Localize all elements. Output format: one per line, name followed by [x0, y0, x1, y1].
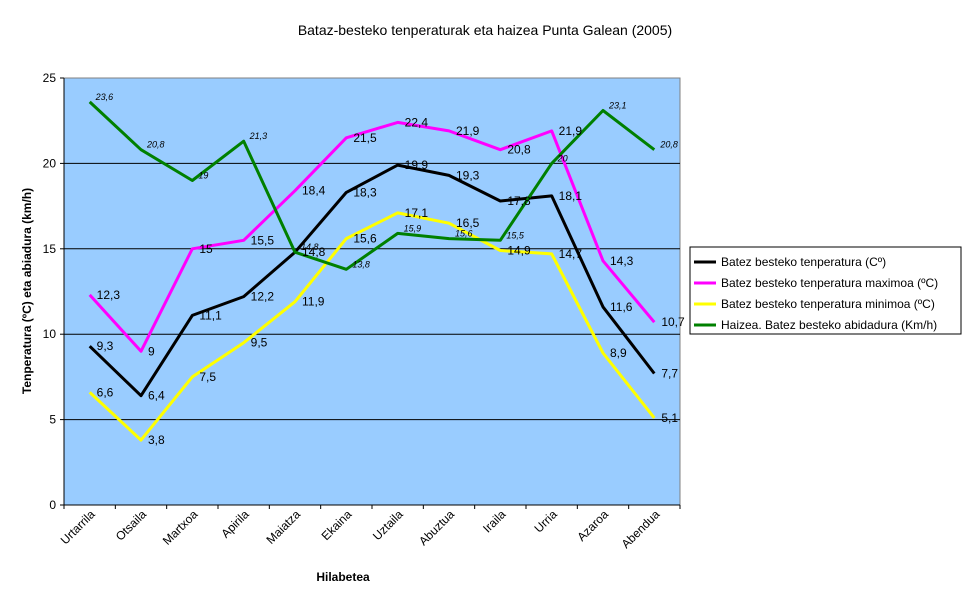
data-label: 15,5: [506, 230, 525, 240]
y-tick-label: 0: [49, 498, 56, 512]
data-label: 11,9: [302, 295, 325, 309]
data-label: 20,8: [659, 140, 678, 150]
data-label: 14,8: [302, 245, 326, 259]
data-label: 8,9: [610, 346, 627, 360]
data-label: 11,1: [199, 308, 222, 322]
x-tick-label: Abendua: [619, 507, 663, 551]
data-label: 6,4: [148, 389, 165, 403]
data-label: 19,9: [405, 158, 429, 172]
data-label: 20: [557, 153, 568, 163]
x-tick-label: Apirila: [218, 507, 252, 541]
legend: Batez besteko tenperatura (Cº) Batez best…: [689, 246, 962, 335]
x-tick-label: Abuztua: [416, 507, 457, 548]
data-label: 10,7: [661, 315, 685, 329]
data-label: 16,5: [456, 216, 480, 230]
data-label: 7,5: [199, 370, 216, 384]
data-label: 17,8: [507, 194, 531, 208]
data-label: 17,1: [405, 206, 429, 220]
data-label: 19,3: [456, 168, 480, 182]
y-axis: 0 5 10 15 20 25: [43, 71, 65, 512]
x-tick-label: Uztaila: [370, 507, 406, 543]
series-line-1: [88, 163, 656, 398]
legend-entry: Haizea. Batez besteko abidadura (Km/h): [721, 318, 937, 332]
legend-entry: Batez besteko tenperatura (Cº): [721, 255, 886, 269]
data-label: 9,5: [251, 336, 268, 350]
legend-entry: Batez besteko tenperatura minimoa (ºC): [721, 297, 935, 311]
data-label: 15,6: [353, 232, 377, 246]
data-label: 23,1: [608, 100, 627, 110]
data-label: 14,3: [610, 254, 634, 268]
data-label: 14,7: [559, 247, 583, 261]
data-label: 23,6: [95, 92, 114, 102]
data-label: 5,1: [661, 411, 678, 425]
data-label: 21,9: [559, 124, 583, 138]
plot-area: [63, 77, 681, 506]
x-tick-label: Urtarrila: [58, 507, 98, 547]
legend-entry: Batez besteko tenperatura maximoa (ºC): [721, 276, 938, 290]
x-tick-label: Urria: [532, 507, 561, 536]
data-label: 22,4: [405, 115, 429, 129]
data-label: 13,8: [352, 259, 370, 269]
data-label: 12,2: [251, 290, 275, 304]
data-label: 15,6: [455, 229, 473, 239]
y-tick-label: 25: [43, 71, 57, 85]
y-tick-label: 5: [49, 413, 56, 427]
y-tick-label: 15: [43, 242, 57, 256]
data-label: 6,6: [97, 385, 114, 399]
series-line-4: [88, 100, 656, 271]
series-line-3: [88, 211, 656, 442]
y-tick-label: 20: [43, 156, 57, 170]
data-label: 9: [148, 344, 155, 358]
data-label: 9,3: [97, 339, 114, 353]
data-label: 21,5: [353, 131, 377, 145]
x-axis: Urtarrila Otsaila Martxoa Apirila Maiatza Eka…: [58, 504, 681, 551]
data-label: 7,7: [661, 366, 678, 380]
y-tick-label: 10: [43, 327, 57, 341]
x-tick-label: Ekaina: [319, 507, 355, 543]
data-label: 12,3: [97, 288, 121, 302]
data-label: 18,1: [559, 189, 583, 203]
x-tick-label: Martxoa: [160, 507, 201, 548]
data-label: 20,8: [507, 143, 531, 157]
data-label: 15,9: [404, 223, 422, 233]
x-tick-label: Otsaila: [113, 507, 150, 544]
chart-title: Bataz-besteko tenperaturak eta haizea Pu…: [297, 22, 673, 38]
data-label: 19: [198, 170, 208, 180]
data-label: 11,6: [610, 300, 633, 314]
x-tick-label: Azaroa: [574, 507, 611, 544]
legend-box: [689, 246, 962, 335]
data-label: 15,5: [251, 233, 275, 247]
data-label: 18,4: [302, 184, 326, 198]
x-axis-title: Hilabetea: [316, 570, 370, 584]
data-label: 14,9: [507, 244, 531, 258]
data-label: 18,3: [353, 185, 377, 199]
data-label: 3,8: [148, 433, 165, 447]
series-group: [88, 100, 656, 442]
data-label: 20,8: [146, 140, 165, 150]
data-label: 15: [199, 242, 213, 256]
data-labels: 9,3 6,4 11,1 12,2 14,8 18,3 19,9 19,3 17,8 18,1 11…: [95, 92, 685, 447]
data-label: 21,3: [249, 131, 268, 141]
x-tick-label: Iraila: [480, 507, 509, 536]
data-label: 21,9: [456, 124, 480, 138]
x-tick-label: Maiatza: [264, 507, 304, 547]
data-label: 14,8: [301, 242, 319, 252]
y-axis-title: Tenperatura (ºC) eta abiadura (km/h): [20, 188, 34, 394]
